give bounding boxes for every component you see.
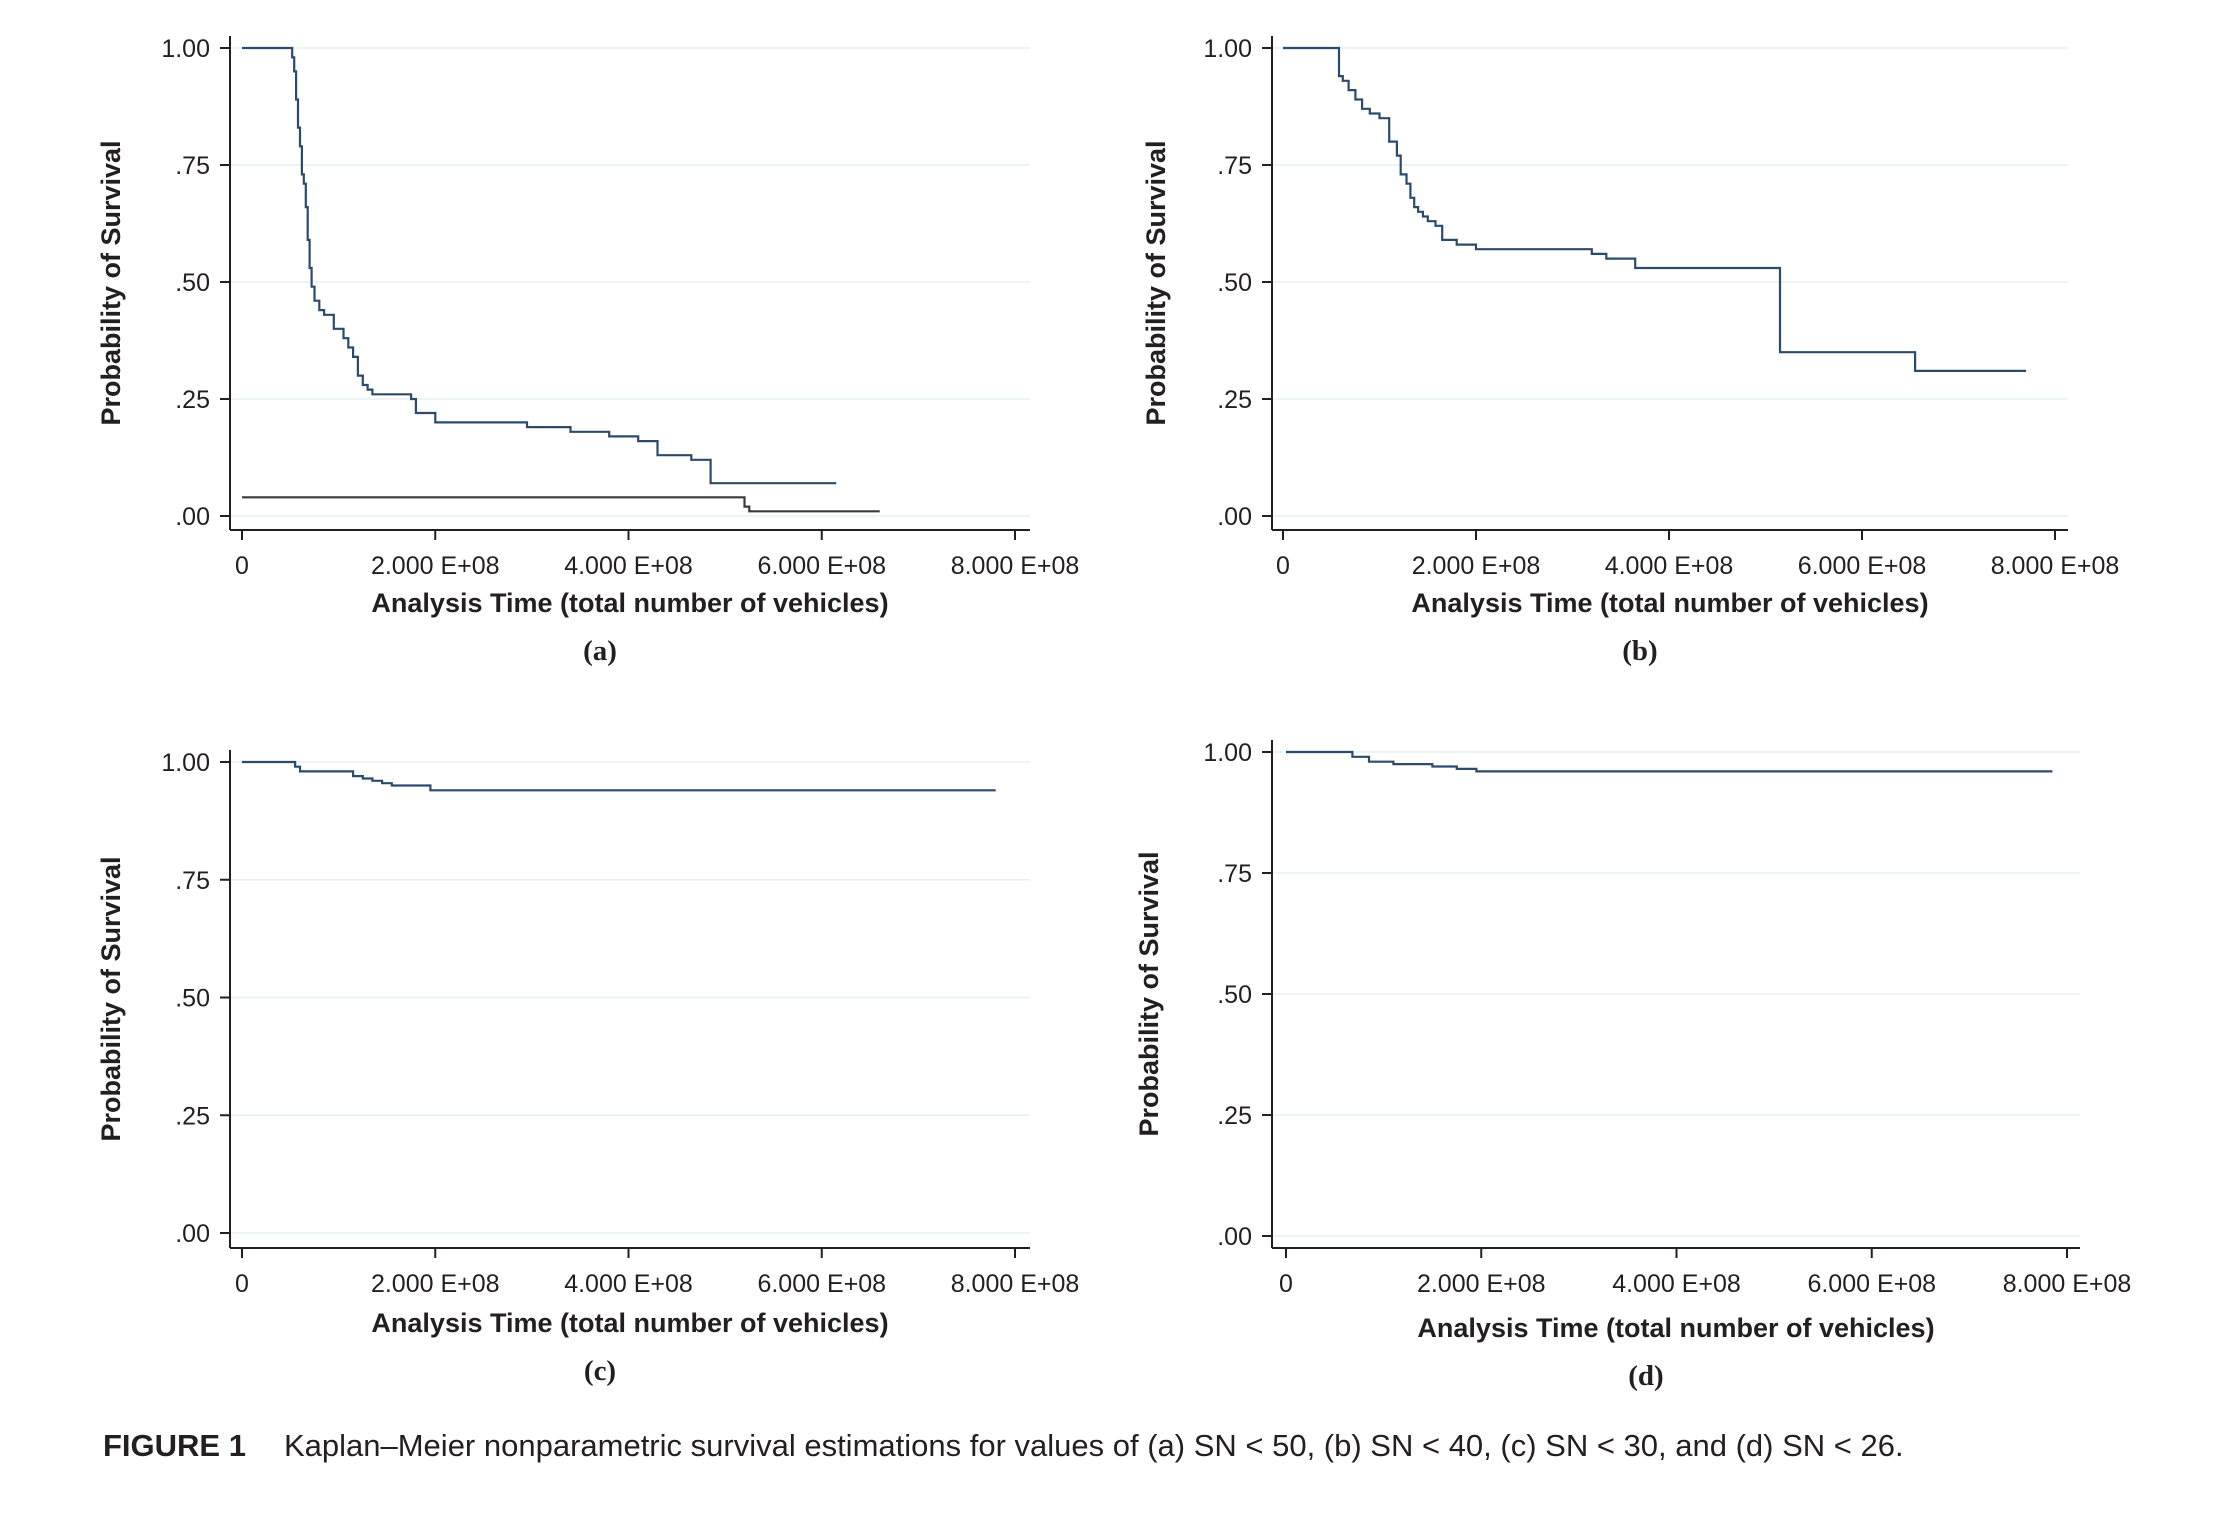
x-tick-label-d: 8.000 E+08 [2003, 1270, 2132, 1298]
x-tick-label-c: 8.000 E+08 [951, 1270, 1080, 1298]
x-tick-label-a: 2.000 E+08 [371, 552, 500, 580]
panel-label-d: (d) [1628, 1360, 1663, 1392]
x-tick-label-b: 4.000 E+08 [1605, 552, 1734, 580]
y-axis-title-c: Probability of Survival [96, 856, 126, 1141]
survival-curve-b [1283, 46, 2027, 372]
y-tick-label-b: .75 [1217, 152, 1252, 180]
x-tick-label-b: 0 [1276, 552, 1290, 580]
x-tick-label-d: 0 [1279, 1270, 1293, 1298]
x-tick-label-d: 6.000 E+08 [1807, 1270, 1936, 1298]
x-tick-label-a: 0 [235, 552, 249, 580]
y-tick-label-c: 1.00 [161, 749, 210, 777]
y-tick-label-c: .50 [175, 985, 210, 1013]
y-tick-label-b: .50 [1217, 269, 1252, 297]
survival-curve-d [1286, 750, 2053, 773]
caption-text: Kaplan–Meier nonparametric survival esti… [283, 1428, 1904, 1463]
chart-panel-b: .00 .25 .50 .75 1.00 0 2.000 E+08 4.000 E+08 6.0… [1141, 35, 2119, 667]
x-tick-label-d: 4.000 E+08 [1612, 1270, 1741, 1298]
survival-curve-a [242, 46, 837, 485]
x-tick-label-a: 8.000 E+08 [951, 552, 1080, 580]
y-tick-label-a: 1.00 [161, 35, 210, 63]
x-tick-label-b: 2.000 E+08 [1412, 552, 1541, 580]
x-tick-label-c: 4.000 E+08 [564, 1270, 693, 1298]
x-axis-title-b: Analysis Time (total number of vehicles) [1411, 588, 1928, 618]
y-tick-label-c: .00 [175, 1220, 210, 1248]
x-tick-label-c: 2.000 E+08 [371, 1270, 500, 1298]
chart-panel-c: .00 .25 .50 .75 1.00 0 2.000 E+08 4.000 E+08 6.0… [96, 749, 1079, 1387]
y-tick-label-a: .00 [175, 503, 210, 531]
y-tick-label-c: .75 [175, 867, 210, 895]
figure-number: FIGURE 1 [103, 1428, 246, 1463]
panel-label-c: (c) [584, 1355, 616, 1387]
y-tick-label-d: .75 [1217, 860, 1252, 888]
y-tick-label-b: .25 [1217, 386, 1252, 414]
y-tick-label-a: .50 [175, 269, 210, 297]
y-tick-label-c: .25 [175, 1102, 210, 1130]
x-axis-title-a: Analysis Time (total number of vehicles) [371, 588, 888, 618]
figure-caption: FIGURE 1 Kaplan–Meier nonparametric survi… [103, 1428, 2183, 1464]
y-tick-label-d: .25 [1217, 1102, 1252, 1130]
y-tick-label-d: 1.00 [1203, 739, 1252, 767]
panel-label-a: (a) [583, 635, 617, 667]
x-tick-label-c: 6.000 E+08 [757, 1270, 886, 1298]
x-tick-label-b: 8.000 E+08 [1991, 552, 2120, 580]
y-axis-title-a: Probability of Survival [96, 140, 126, 425]
x-tick-label-b: 6.000 E+08 [1798, 552, 1927, 580]
y-tick-label-a: .75 [175, 152, 210, 180]
chart-panel-a: .00 .25 .50 .75 1.00 0 2.000 E+08 4.000 E+08 6.0… [96, 35, 1079, 667]
y-tick-label-b: .00 [1217, 503, 1252, 531]
x-tick-label-a: 4.000 E+08 [564, 552, 693, 580]
x-axis-title-c: Analysis Time (total number of vehicles) [371, 1308, 888, 1338]
x-axis-title-d: Analysis Time (total number of vehicles) [1417, 1313, 1934, 1343]
x-tick-label-c: 0 [235, 1270, 249, 1298]
y-tick-label-d: .00 [1217, 1223, 1252, 1251]
x-tick-label-d: 2.000 E+08 [1417, 1270, 1546, 1298]
y-axis-title-b: Probability of Survival [1141, 140, 1171, 425]
y-axis-title-d: Probability of Survival [1134, 851, 1164, 1136]
chart-panel-d: .00 .25 .50 .75 1.00 0 2.000 E+08 4.000 E+08 6.0… [1134, 739, 2131, 1392]
panel-label-b: (b) [1622, 635, 1657, 667]
y-tick-label-d: .50 [1217, 981, 1252, 1009]
survival-curve-a-2 [242, 496, 880, 513]
y-tick-label-b: 1.00 [1203, 35, 1252, 63]
y-tick-label-a: .25 [175, 386, 210, 414]
survival-curve-c [242, 760, 996, 792]
x-tick-label-a: 6.000 E+08 [757, 552, 886, 580]
